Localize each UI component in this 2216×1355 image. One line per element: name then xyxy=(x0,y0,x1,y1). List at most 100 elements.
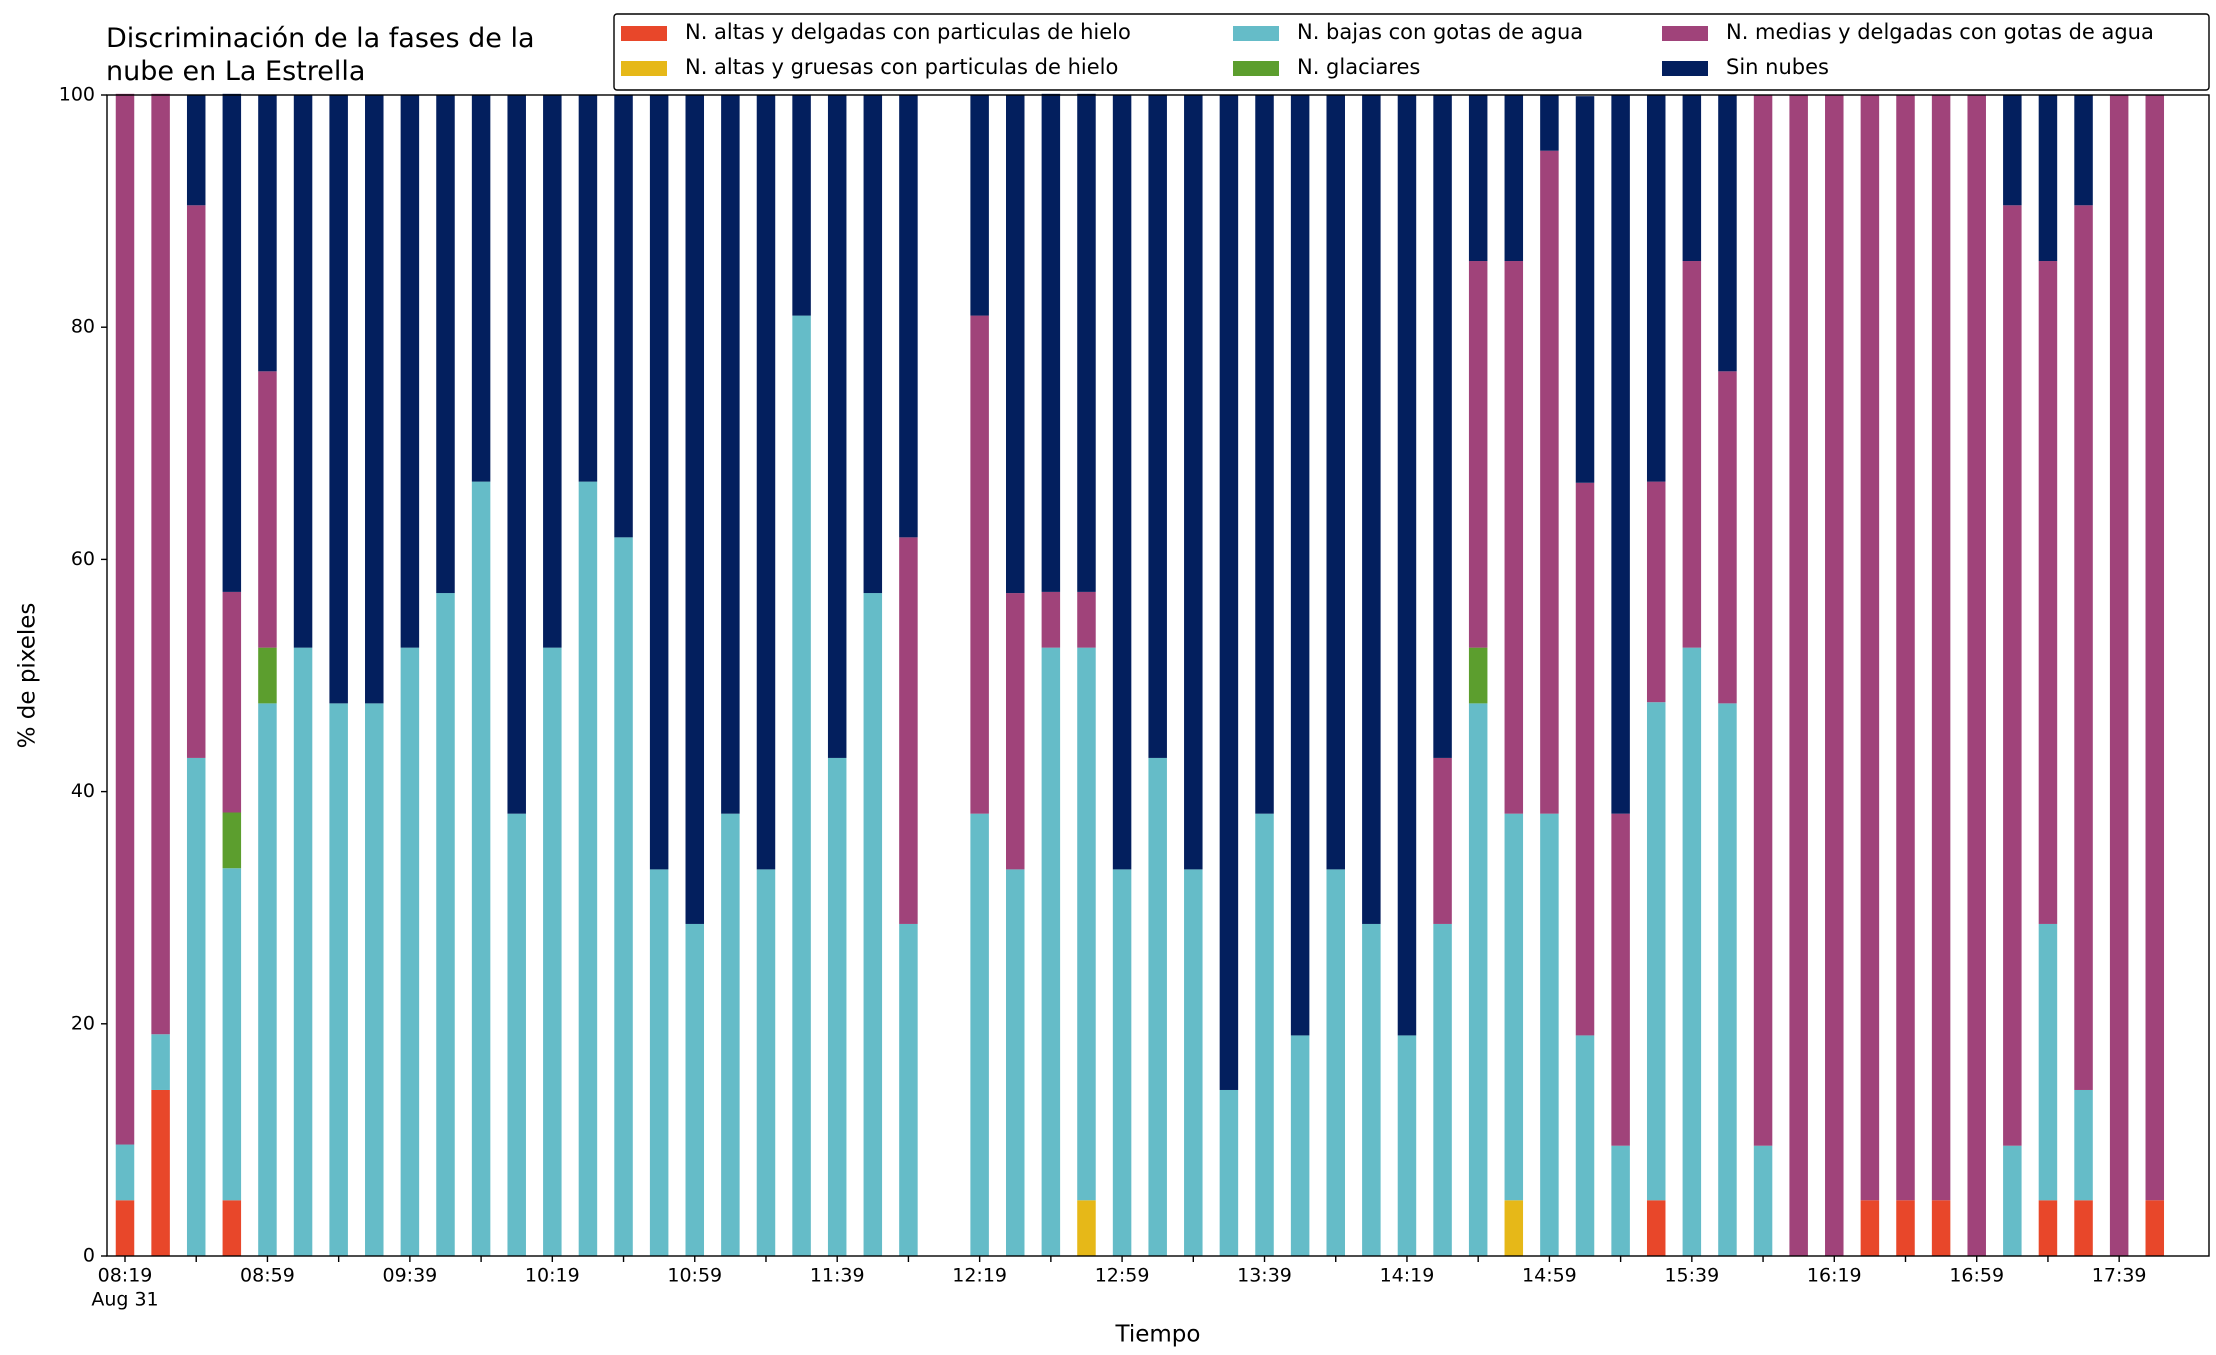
bar-segment xyxy=(1540,813,1559,1256)
bar-segment xyxy=(151,1034,170,1090)
legend-label: N. medias y delgadas con gotas de agua xyxy=(1726,20,2154,44)
y-axis-label: % de pixeles xyxy=(15,603,41,749)
bar-segment xyxy=(792,95,811,316)
bar-segment xyxy=(1753,1145,1773,1256)
bar-segment xyxy=(293,647,313,1256)
legend-label: N. glaciares xyxy=(1297,55,1420,79)
legend-label: N. altas y delgadas con particulas de hi… xyxy=(685,20,1131,44)
bar-segment xyxy=(436,95,455,594)
bar-segment xyxy=(1540,150,1559,814)
bar-segment xyxy=(1575,1035,1595,1256)
x-tick-label: 16:59 xyxy=(1949,1265,2004,1287)
bar-segment xyxy=(293,95,313,648)
bar-segment xyxy=(1077,1200,1096,1256)
y-tick-label: 60 xyxy=(71,548,95,570)
bar-segment xyxy=(578,481,598,1256)
bar-segment xyxy=(115,1200,135,1256)
bar-segment xyxy=(1860,1200,1880,1256)
bar-segment xyxy=(1006,593,1025,870)
bar-segment xyxy=(151,93,170,1035)
bar-segment xyxy=(614,95,633,538)
bar-segment xyxy=(1006,869,1025,1256)
bar-segment xyxy=(2038,261,2058,924)
bar-segment xyxy=(863,593,883,1256)
bar-segment xyxy=(970,95,989,316)
bar-segment xyxy=(365,703,384,1256)
bar-segment xyxy=(1148,95,1167,758)
bar-segment xyxy=(1896,95,1915,1201)
bar-segment xyxy=(1468,647,1488,704)
bar-segment xyxy=(685,923,705,1256)
bar-segment xyxy=(1646,1200,1666,1256)
bar-segment xyxy=(1646,702,1666,1201)
x-tick-label: 12:19 xyxy=(952,1265,1007,1287)
bar-segment xyxy=(2003,205,2022,1146)
bar-segment xyxy=(222,93,242,592)
bar-segment xyxy=(1184,95,1203,870)
legend-swatch xyxy=(1662,61,1708,76)
bar-segment xyxy=(222,1200,242,1256)
bar-segment xyxy=(258,703,277,1256)
bar-segment xyxy=(115,1144,135,1201)
legend-label: N. altas y gruesas con particulas de hie… xyxy=(685,55,1118,79)
x-tick-label: 16:19 xyxy=(1807,1265,1862,1287)
bar-segment xyxy=(1468,703,1488,1256)
bar-segment xyxy=(970,315,989,814)
x-tick-label: 14:19 xyxy=(1380,1265,1435,1287)
bar-segment xyxy=(1362,95,1381,924)
bar-segment xyxy=(471,95,491,482)
bar-segment xyxy=(1326,869,1345,1256)
legend-swatch xyxy=(621,26,667,41)
bar-segment xyxy=(827,95,847,758)
bar-segment xyxy=(400,647,420,1256)
bar-segment xyxy=(1753,95,1773,1146)
x-tick-label: 08:59 xyxy=(240,1265,295,1287)
legend-swatch xyxy=(1233,61,1279,76)
bar-segment xyxy=(2038,95,2058,262)
bar-segment xyxy=(1468,95,1488,262)
bar-segment xyxy=(756,95,776,870)
bar-segment xyxy=(899,95,918,538)
x-tick-label: 14:59 xyxy=(1522,1265,1577,1287)
bar-segment xyxy=(1646,95,1666,482)
legend-swatch xyxy=(1233,26,1279,41)
bar-segment xyxy=(1006,95,1025,594)
bar-segment xyxy=(258,95,277,372)
bar-segment xyxy=(507,813,526,1256)
y-tick-label: 100 xyxy=(59,84,95,106)
bar-segment xyxy=(899,923,918,1256)
bar-segment xyxy=(2074,205,2093,1090)
bar-segment xyxy=(1326,95,1345,870)
bar-segment xyxy=(1219,1089,1239,1256)
bar-segment xyxy=(1575,96,1595,483)
bar-segment xyxy=(2074,1089,2093,1201)
legend-swatch xyxy=(1662,26,1708,41)
bar-segment xyxy=(222,812,242,869)
bar-segment xyxy=(222,868,242,1201)
bar-segment xyxy=(1362,923,1381,1256)
bar-segment xyxy=(1041,647,1061,1256)
bar-segment xyxy=(1397,95,1417,1036)
bar-segment xyxy=(1504,261,1524,814)
bar-segment xyxy=(543,95,562,648)
bar-segment xyxy=(1433,95,1452,758)
bar-segment xyxy=(1646,481,1666,703)
bar-segment xyxy=(721,95,740,814)
bar-segment xyxy=(1112,869,1132,1256)
bar-segment xyxy=(1077,647,1096,1201)
bar-segment xyxy=(1433,923,1452,1256)
bar-segment xyxy=(1290,95,1310,1036)
bar-segment xyxy=(400,95,420,648)
bar-segment xyxy=(1184,869,1203,1256)
bar-segment xyxy=(2109,95,2129,1256)
legend-frame xyxy=(613,13,2210,91)
bar-segment xyxy=(1931,1200,1951,1256)
y-tick-label: 20 xyxy=(71,1012,95,1034)
x-tick-label: 08:19 xyxy=(98,1265,153,1287)
bar-segment xyxy=(1504,813,1524,1201)
bar-segment xyxy=(1789,95,1808,1256)
x-tick-label: 10:19 xyxy=(525,1265,580,1287)
bar-segment xyxy=(329,703,348,1256)
bar-segment xyxy=(1611,95,1630,814)
bar-segment xyxy=(649,869,669,1256)
